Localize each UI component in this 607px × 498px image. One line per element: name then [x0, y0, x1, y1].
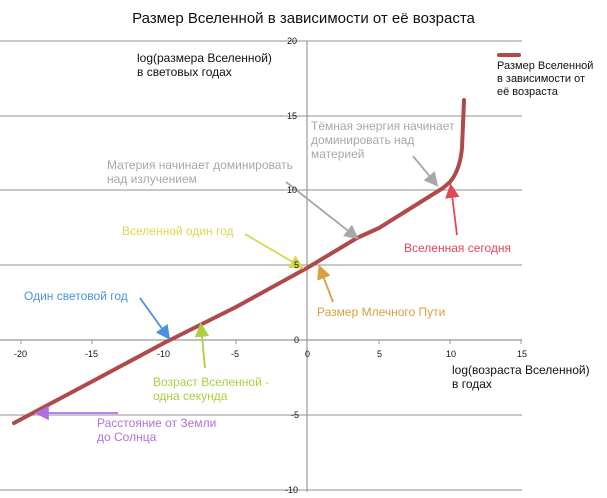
x-tick-neg20: -20: [14, 349, 28, 359]
annotation-one-second: Возраст Вселенной - одна секунда: [153, 375, 269, 403]
legend-swatch: [497, 53, 521, 57]
annotation-dark-energy: Тёмная энергия начинает доминировать над…: [311, 119, 454, 161]
x-tick-neg5: -5: [231, 349, 240, 359]
series-line: [12, 98, 466, 425]
legend-line2: в зависимости от: [497, 73, 586, 85]
annotation-milky-way: Размер Млечного Пути: [317, 305, 445, 319]
annotation-line: Вселенная сегодня: [404, 241, 512, 255]
legend-line3: её возраста: [497, 86, 558, 98]
x-axis-title-line1: log(возраста Вселенной): [452, 363, 590, 377]
chart-title: Размер Вселенной в зависимости от её воз…: [132, 10, 475, 27]
gridlines: [0, 40, 522, 491]
y-axis-title-line1: log(размера Вселенной): [137, 51, 272, 65]
y-tick-neg5: -5: [291, 410, 300, 420]
y-tick-5: 5: [294, 260, 300, 270]
annotation-line: над излучением: [107, 172, 197, 186]
legend-line1: Размер Вселенной: [497, 60, 594, 72]
arrow-matter: [285, 181, 359, 240]
arrow-dark-energy: [412, 155, 439, 187]
annotation-earth-sun: Расстояние от Земли до Солнца: [97, 416, 216, 444]
x-tick-10: 10: [446, 349, 457, 359]
y-tick-15: 15: [287, 111, 298, 121]
annotation-matter: Материя начинает доминировать над излуче…: [107, 158, 293, 186]
y-tick-20: 20: [287, 36, 298, 46]
x-axis-title: log(возраста Вселенной) в годах: [452, 363, 590, 391]
annotation-line: Тёмная энергия начинает: [311, 119, 455, 133]
annotation-line: Один световой год: [24, 289, 128, 303]
annotation-today: Вселенная сегодня: [404, 241, 511, 255]
annotation-line: Материя начинает доминировать: [107, 158, 293, 172]
legend: Размер Вселенной в зависимости от её воз…: [497, 53, 607, 99]
y-tick-0: 0: [294, 335, 300, 345]
x-tick-5: 5: [377, 349, 383, 359]
arrow-milky-way: [317, 264, 334, 303]
annotation-line: до Солнца: [97, 430, 157, 444]
x-tick-neg10: -10: [157, 349, 171, 359]
annotation-line: одна секунда: [153, 389, 228, 403]
y-axis-title-line2: в световых годах: [137, 65, 232, 79]
arrow-light-year: [139, 297, 171, 340]
annotation-line: Возраст Вселенной -: [153, 375, 270, 389]
y-tick-neg10: -10: [285, 485, 299, 495]
arrow-one-year: [244, 233, 305, 269]
annotation-line: Вселенной один год: [122, 224, 234, 238]
x-tick-0: 0: [305, 349, 311, 359]
annotation-light-year: Один световой год: [24, 289, 128, 303]
annotation-line: доминировать над: [311, 133, 415, 147]
x-axis-title-line2: в годах: [452, 377, 492, 391]
y-axis-title: log(размера Вселенной) в световых годах: [137, 51, 272, 79]
annotation-one-year: Вселенной один год: [122, 224, 234, 238]
legend-label: Размер Вселенной в зависимости от её воз…: [497, 60, 607, 99]
arrow-today: [445, 183, 460, 236]
annotation-line: Расстояние от Земли: [97, 416, 217, 430]
x-tick-neg15: -15: [85, 349, 99, 359]
arrow-one-second: [194, 322, 210, 369]
annotation-line: Размер Млечного Пути: [317, 305, 446, 319]
annotation-line: материей: [311, 147, 365, 161]
y-tick-10: 10: [287, 185, 298, 195]
x-tick-15: 15: [517, 349, 528, 359]
